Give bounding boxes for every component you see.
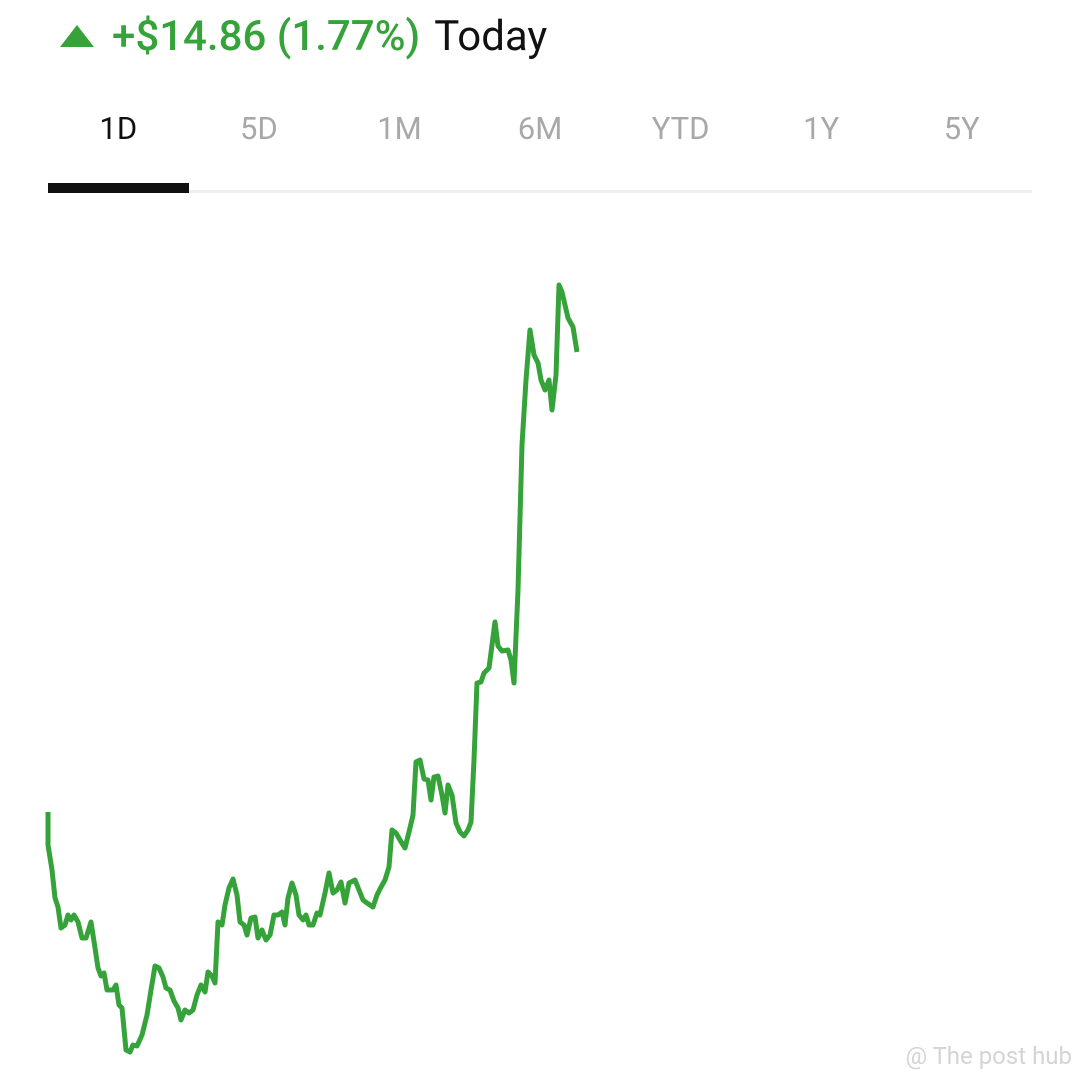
- range-tab[interactable]: 1M: [377, 110, 422, 147]
- range-tab[interactable]: 5Y: [943, 110, 980, 147]
- price-change: +$14.86 (1.77%): [112, 11, 421, 61]
- range-tab[interactable]: 1D: [48, 104, 189, 193]
- range-tabs: 1D 5D 1M 6M YTD 1Y 5Y: [48, 104, 1032, 193]
- range-tab[interactable]: YTD: [651, 110, 710, 147]
- range-tab[interactable]: 6M: [517, 110, 563, 147]
- up-arrow-icon: [60, 25, 94, 47]
- watermark: @ The post hub: [905, 1042, 1072, 1070]
- price-change-header: +$14.86 (1.77%) Today: [60, 8, 547, 64]
- range-tab[interactable]: 5D: [239, 110, 278, 147]
- price-line: [45, 282, 580, 1055]
- period-label: Today: [434, 11, 548, 61]
- range-tab[interactable]: 1Y: [803, 110, 840, 147]
